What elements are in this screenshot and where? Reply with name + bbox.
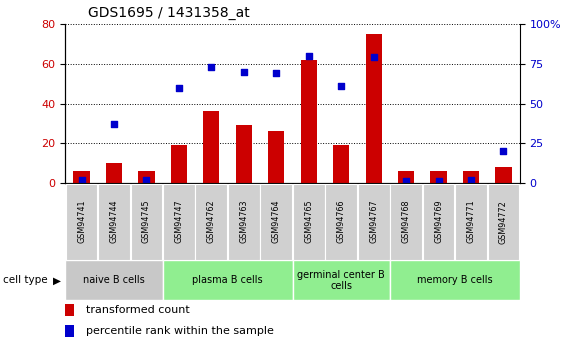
Text: percentile rank within the sample: percentile rank within the sample	[86, 326, 274, 336]
Text: GSM94769: GSM94769	[434, 200, 443, 244]
Bar	[495, 167, 512, 183]
Bar	[236, 125, 252, 183]
Text: GSM94745: GSM94745	[142, 200, 151, 244]
Bar	[366, 34, 382, 183]
Text: memory B cells: memory B cells	[417, 275, 492, 285]
Point	[466, 177, 475, 183]
Bar	[431, 171, 446, 183]
Text: GSM94763: GSM94763	[239, 200, 248, 244]
Point	[77, 177, 86, 183]
Bar	[65, 325, 74, 337]
Bar	[398, 171, 414, 183]
Text: GDS1695 / 1431358_at: GDS1695 / 1431358_at	[88, 6, 250, 20]
Bar	[106, 163, 122, 183]
Text: GSM94747: GSM94747	[174, 200, 183, 244]
Bar	[162, 260, 293, 300]
Text: transformed count: transformed count	[86, 305, 190, 315]
Bar	[358, 184, 390, 260]
Text: ▶: ▶	[53, 275, 61, 285]
Text: GSM94762: GSM94762	[207, 200, 216, 244]
Bar	[195, 184, 227, 260]
Text: GSM94744: GSM94744	[110, 200, 119, 244]
Text: cell type: cell type	[3, 275, 48, 285]
Bar	[300, 60, 317, 183]
Point	[207, 64, 216, 70]
Bar	[65, 304, 74, 316]
Bar	[228, 184, 260, 260]
Text: naive B cells: naive B cells	[83, 275, 145, 285]
Point	[239, 69, 248, 75]
Bar	[333, 145, 349, 183]
Text: GSM94765: GSM94765	[304, 200, 313, 244]
Bar	[268, 131, 285, 183]
Bar	[423, 184, 454, 260]
Bar	[390, 184, 422, 260]
Bar	[293, 184, 325, 260]
Bar	[203, 111, 219, 183]
Text: GSM94767: GSM94767	[369, 200, 378, 244]
Text: GSM94771: GSM94771	[466, 200, 475, 244]
Bar	[66, 184, 98, 260]
Bar	[139, 171, 154, 183]
Bar	[487, 184, 519, 260]
Bar	[325, 184, 357, 260]
Point	[434, 178, 443, 184]
Point	[402, 178, 411, 184]
Text: GSM94741: GSM94741	[77, 200, 86, 244]
Text: plasma B cells: plasma B cells	[193, 275, 263, 285]
Point	[142, 177, 151, 183]
Point	[369, 55, 378, 60]
Bar	[65, 260, 162, 300]
Text: germinal center B
cells: germinal center B cells	[297, 269, 385, 291]
Point	[337, 83, 346, 89]
Text: GSM94764: GSM94764	[272, 200, 281, 244]
Bar	[260, 184, 292, 260]
Bar	[73, 171, 90, 183]
Point	[174, 85, 183, 90]
Point	[304, 53, 314, 59]
Point	[499, 148, 508, 154]
Bar	[463, 171, 479, 183]
Point	[272, 71, 281, 76]
Bar	[131, 184, 162, 260]
Bar	[163, 184, 195, 260]
Bar	[455, 184, 487, 260]
Text: GSM94772: GSM94772	[499, 200, 508, 244]
Point	[110, 121, 119, 127]
Bar	[98, 184, 130, 260]
Text: GSM94766: GSM94766	[337, 200, 346, 244]
Bar	[293, 260, 390, 300]
Text: GSM94768: GSM94768	[402, 200, 411, 244]
Bar	[171, 145, 187, 183]
Bar	[390, 260, 520, 300]
